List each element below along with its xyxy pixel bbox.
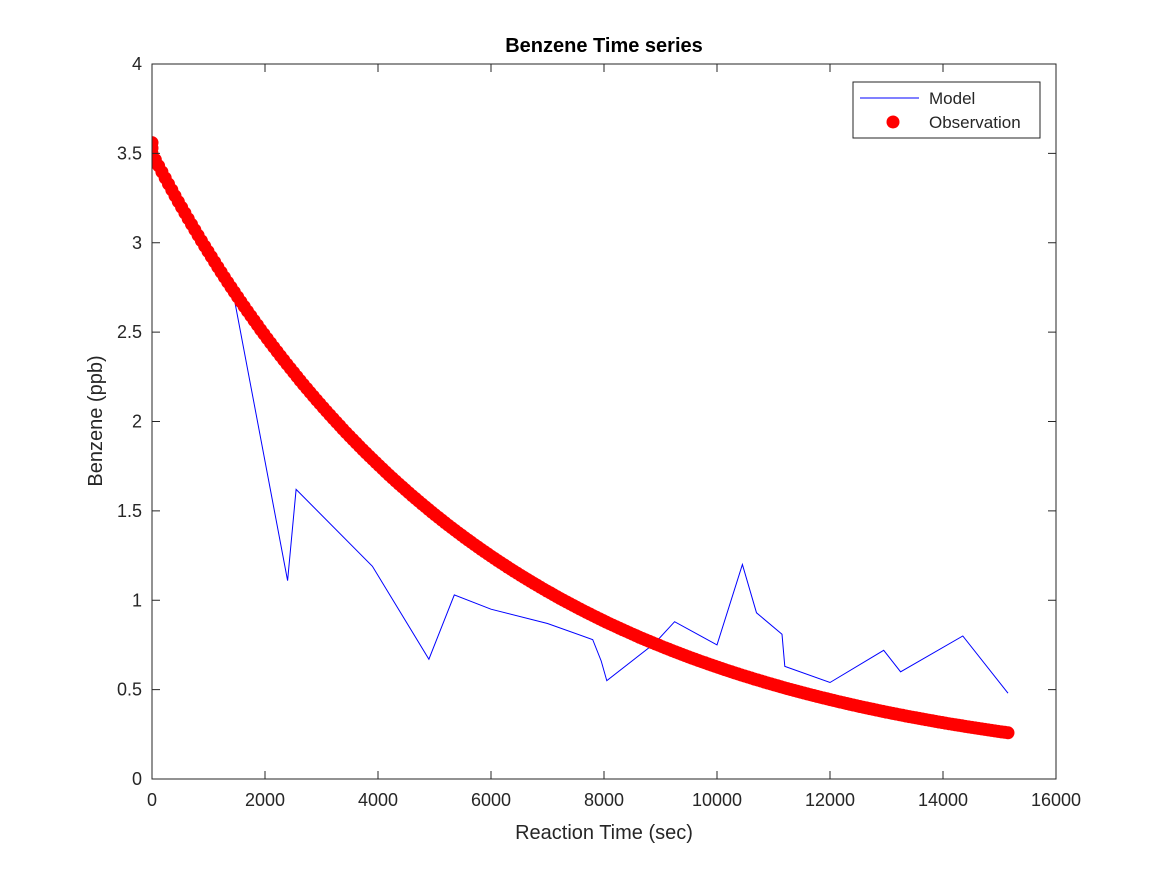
series-model-line [152,158,1009,694]
y-tick-label: 1 [132,590,142,610]
y-tick-label: 1.5 [117,501,142,521]
legend: Model Observation [852,81,1041,139]
x-tick-label: 10000 [692,790,742,810]
y-tick-label: 2 [132,412,142,432]
y-tick-label: 0.5 [117,680,142,700]
y-tick-label: 3 [132,233,142,253]
y-tick-label: 2.5 [117,322,142,342]
legend-observation-label: Observation [929,113,1021,132]
x-axis-label: Reaction Time (sec) [515,822,693,844]
x-tick-label: 8000 [584,790,624,810]
y-tick-label: 0 [132,769,142,789]
x-tick-label: 6000 [471,790,511,810]
plot-area [152,136,1015,740]
axes: 0 2000 4000 6000 8000 10000 12000 14000 16000 0 0.… [117,54,1081,810]
x-tick-label: 4000 [358,790,398,810]
legend-observation-marker [886,115,900,129]
observation-point [1001,726,1015,740]
x-tick-label: 16000 [1031,790,1081,810]
observation-point [152,136,159,150]
x-tick-label: 14000 [918,790,968,810]
y-axis-label: Benzene (ppb) [85,355,107,486]
x-tick-label: 12000 [805,790,855,810]
legend-box [852,81,1041,139]
x-tick-label: 2000 [245,790,285,810]
x-tick-label: 0 [147,790,157,810]
chart-title: Benzene Time series [505,35,703,57]
y-tick-label: 4 [132,54,142,74]
legend-model-label: Model [929,89,975,108]
y-tick-label: 3.5 [117,143,142,163]
